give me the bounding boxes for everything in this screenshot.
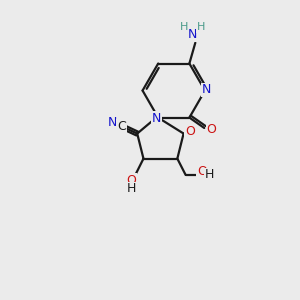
Text: O: O	[126, 174, 136, 187]
Text: H: H	[196, 22, 205, 32]
Text: N: N	[152, 112, 161, 125]
Text: N: N	[188, 28, 197, 41]
Text: N: N	[108, 116, 117, 129]
Text: O: O	[185, 125, 195, 138]
Text: H: H	[180, 22, 188, 32]
Text: C: C	[117, 120, 126, 133]
Text: H: H	[205, 169, 214, 182]
Text: O: O	[197, 165, 207, 178]
Text: N: N	[202, 83, 211, 97]
Text: O: O	[207, 123, 217, 136]
Text: H: H	[126, 182, 136, 195]
